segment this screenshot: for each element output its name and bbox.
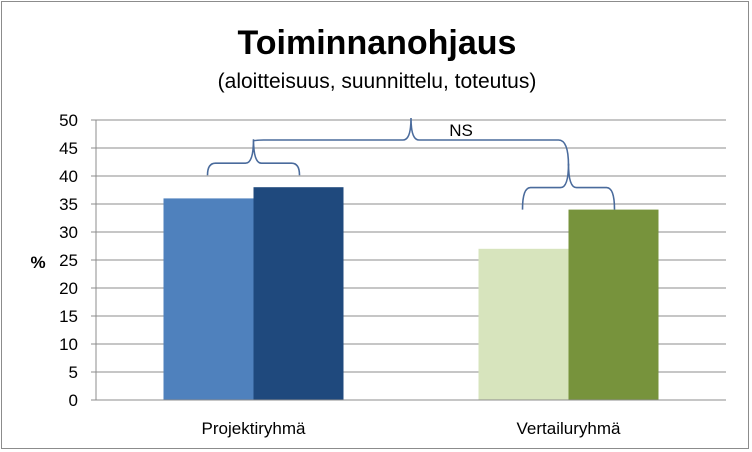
x-category-label: Projektiryhmä: [202, 419, 306, 438]
y-tick-label: 30: [59, 223, 78, 242]
x-category-label: Vertailuryhmä: [517, 419, 621, 438]
group-brace-2: [521, 163, 616, 210]
y-tick-label: 10: [59, 335, 78, 354]
group-brace-1: [206, 139, 301, 176]
y-tick-label: 25: [59, 251, 78, 270]
y-tick-label: 50: [59, 111, 78, 130]
ns-annotation: NS: [449, 121, 473, 140]
y-axis-label: %: [30, 253, 45, 272]
y-tick-label: 35: [59, 195, 78, 214]
bar-2-2: [568, 209, 659, 400]
y-tick-label: 15: [59, 307, 78, 326]
chart-subtitle: (aloitteisuus, suunnittelu, toteutus): [218, 70, 537, 93]
comparison-brace: [252, 117, 570, 166]
chart-title: Toiminnanohjaus: [238, 24, 517, 62]
y-tick-label: 20: [59, 279, 78, 298]
bar-1-1: [163, 198, 254, 400]
y-tick-label: 40: [59, 167, 78, 186]
y-tick-label: 5: [69, 363, 78, 382]
bar-2-1: [478, 248, 569, 400]
y-tick-label: 0: [69, 391, 78, 410]
bar-1-2: [253, 187, 344, 400]
y-tick-label: 45: [59, 139, 78, 158]
